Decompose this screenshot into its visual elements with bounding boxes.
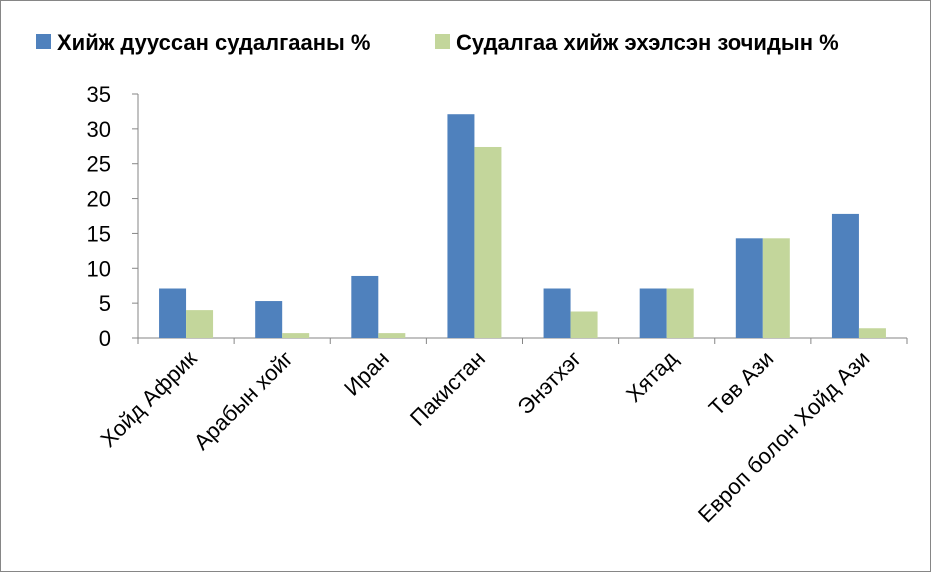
bar-series-2 <box>762 238 790 338</box>
legend-swatch-1 <box>36 34 51 49</box>
bar-series-2 <box>186 310 214 338</box>
y-axis: 0 5 10 15 20 25 30 35 <box>87 82 139 351</box>
legend-label-2: Судалгаа хийж эхэлсэн зочидын % <box>456 30 839 55</box>
legend-label-1: Хийж дууссан судалгааны % <box>57 30 370 55</box>
bar-series-2 <box>858 328 886 338</box>
bar-series-1 <box>351 275 379 338</box>
y-tick-label: 15 <box>87 221 111 246</box>
bar-series-1 <box>447 114 475 339</box>
x-category-label: Хойд Африк <box>95 346 201 452</box>
bar-series-2 <box>282 333 310 338</box>
x-category-label: Европ болон Хойд Ази <box>693 346 875 528</box>
y-tick-label: 0 <box>99 326 111 351</box>
legend-swatch-2 <box>435 34 450 49</box>
bar-series-1 <box>159 288 187 338</box>
x-category-label: Төв Ази <box>704 346 779 421</box>
bar-series-1 <box>255 301 283 338</box>
y-tick-label: 5 <box>99 291 111 316</box>
x-category-label: Пакистан <box>405 346 490 431</box>
x-category-label: Энэтхэг <box>513 346 587 420</box>
bar-series-2 <box>378 333 406 338</box>
bar-series-2 <box>474 146 502 338</box>
y-tick-label: 35 <box>87 82 111 107</box>
bar-series-1 <box>735 238 763 338</box>
bar-series-1 <box>543 288 571 338</box>
y-tick-label: 10 <box>87 256 111 281</box>
x-category-label: Хятад <box>621 346 682 407</box>
x-category-label: Иран <box>339 346 394 401</box>
y-tick-label: 30 <box>87 117 111 142</box>
bar-series-1 <box>639 288 667 338</box>
bar-series-1 <box>831 213 859 338</box>
bar-series-2 <box>570 311 598 338</box>
y-tick-label: 25 <box>87 152 111 177</box>
y-tick-label: 20 <box>87 187 111 212</box>
bars-group <box>159 114 886 339</box>
bar-series-2 <box>666 288 694 338</box>
x-category-label: Арабын хойг <box>189 346 298 455</box>
legend: Хийж дууссан судалгааны % Судалгаа хийж э… <box>36 30 839 55</box>
